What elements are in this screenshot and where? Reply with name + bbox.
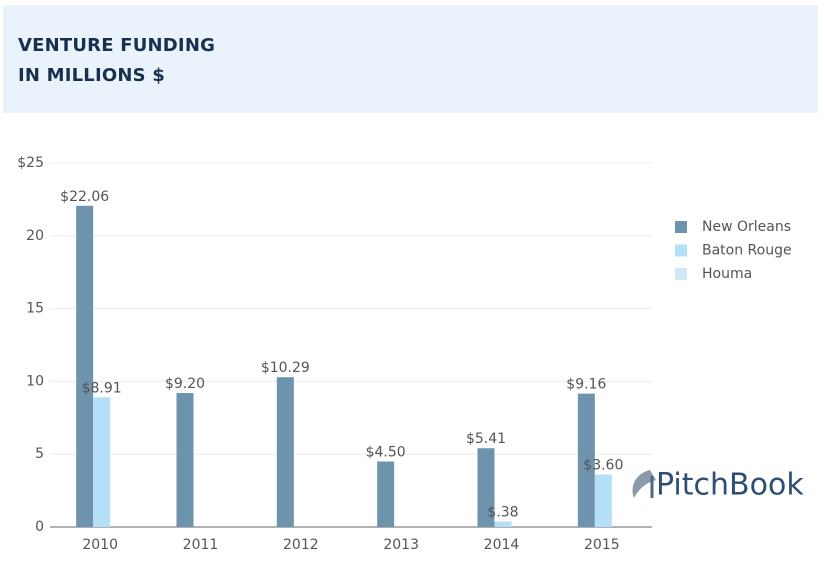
- title-line: IN MILLIONS $: [18, 65, 165, 86]
- value-label: $4.50: [366, 444, 406, 460]
- value-label: $9.16: [566, 377, 606, 393]
- legend-label: Baton Rouge: [702, 243, 792, 259]
- y-tick-label: 20: [26, 228, 44, 244]
- bar: [494, 521, 512, 527]
- header: VENTURE FUNDING IN MILLIONS $: [3, 5, 818, 113]
- x-tick-label: 2011: [183, 537, 219, 553]
- x-tick-label: 2010: [82, 537, 118, 553]
- bar: [276, 377, 294, 527]
- y-tick-label: 15: [26, 301, 44, 317]
- y-tick-label: 0: [35, 519, 44, 535]
- legend-swatch: [675, 244, 687, 257]
- bar: [93, 397, 111, 527]
- value-label: $8.91: [82, 380, 122, 396]
- legend-label: New Orleans: [702, 219, 791, 235]
- title-line: VENTURE FUNDING: [18, 35, 216, 56]
- legend-label: Houma: [702, 266, 752, 282]
- x-tick-label: 2015: [584, 537, 620, 553]
- value-label: $9.20: [165, 376, 205, 392]
- bar: [176, 393, 194, 527]
- logo: [632, 470, 656, 498]
- value-label: $10.29: [261, 360, 310, 376]
- logo-icon: [632, 470, 656, 498]
- bar: [377, 461, 395, 527]
- logo-text: PitchBook: [656, 468, 804, 503]
- bar: [577, 393, 595, 527]
- bar: [477, 448, 495, 527]
- value-label: $3.60: [583, 458, 623, 474]
- x-tick-label: 2013: [383, 537, 419, 553]
- bar: [76, 205, 94, 527]
- bar: [594, 474, 612, 527]
- y-tick-label: 10: [26, 373, 44, 389]
- y-tick-label: 5: [35, 446, 44, 462]
- y-tick-label: $25: [17, 155, 44, 171]
- legend-swatch: [675, 268, 687, 280]
- value-label: $22.06: [60, 189, 109, 205]
- x-tick-label: 2012: [283, 537, 319, 553]
- value-label: $5.41: [466, 431, 506, 447]
- legend-swatch: [675, 221, 687, 233]
- x-tick-label: 2014: [484, 537, 520, 553]
- value-label: $.38: [487, 504, 518, 520]
